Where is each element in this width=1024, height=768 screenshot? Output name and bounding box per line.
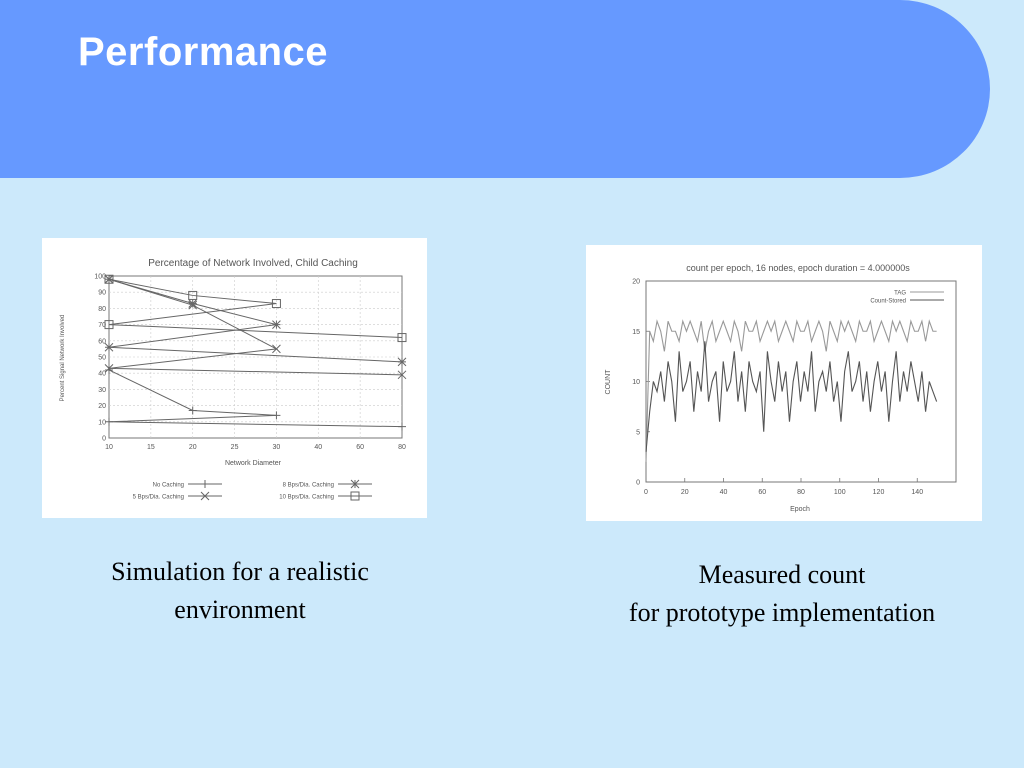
chart2-legend-label: Count-Stored [870,299,906,305]
chart1-x-axis-label: Network Diameter [225,460,282,467]
chart1-data-point [188,299,198,308]
right-caption-line-1: Measured count [698,560,866,589]
chart2-y-tick-label: 10 [632,379,640,386]
chart1-data-point [104,274,114,284]
left-chart-caption: Simulation for a realistic environment [40,553,440,629]
chart1-y-tick-label: 20 [98,403,106,410]
chart1-data-point [188,290,198,300]
chart1-legend-marker [200,491,210,501]
left-caption-line-1: Simulation for a realistic [111,557,369,586]
chart1-x-tick-label: 10 [105,444,113,451]
chart2-x-tick-label: 20 [681,489,689,496]
chart1-series-line [108,278,403,363]
chart1-x-tick-label: 40 [314,444,322,451]
chart2-y-axis-label: COUNT [605,369,612,395]
network-involvement-chart-svg: Percentage of Network Involved, Child Ca… [60,258,407,501]
chart2-x-axis-label: Epoch [790,506,810,513]
chart2-y-tick-label: 0 [636,480,640,487]
chart1-x-tick-label: 60 [356,444,364,451]
chart1-x-tick-label: 20 [189,444,197,451]
chart2-legend-label: TAG [894,291,906,297]
chart1-data-point [105,417,113,426]
chart2-x-tick-label: 40 [720,489,728,496]
chart1-series-line [108,369,403,428]
chart1-legend-label: 5 Bps/Dia. Caching [133,495,184,501]
chart1-legend-label: 8 Bps/Dia. Caching [283,483,334,489]
chart1-x-tick-label: 25 [231,444,239,451]
chart1-x-tick-label: 80 [398,444,406,451]
network-involvement-chart: Percentage of Network Involved, Child Ca… [42,238,427,518]
chart1-y-tick-label: 90 [98,290,106,297]
chart1-data-point [104,363,114,373]
chart1-y-tick-label: 50 [98,355,106,362]
chart1-data-point [272,320,281,329]
chart1-y-tick-label: 10 [98,419,106,426]
chart1-data-point [104,320,114,330]
chart2-x-tick-label: 0 [644,489,648,496]
chart1-y-tick-label: 60 [98,338,106,345]
chart2-x-tick-label: 60 [758,489,766,496]
count-per-epoch-chart-svg: count per epoch, 16 nodes, epoch duratio… [605,263,957,513]
chart1-data-point [272,411,281,420]
chart2-y-tick-label: 20 [632,279,640,286]
chart1-y-tick-label: 100 [94,274,106,281]
left-caption-line-2: environment [174,595,306,624]
chart1-data-point [397,357,407,367]
chart1-data-point [104,274,114,284]
chart1-x-tick-label: 15 [147,444,155,451]
chart1-y-tick-label: 80 [98,306,106,313]
chart2-series-line [645,341,938,452]
chart2-y-tick-label: 5 [636,429,640,436]
chart1-data-point [397,333,407,343]
chart1-title: Percentage of Network Involved, Child Ca… [148,258,358,269]
chart1-legend-label: No Caching [153,483,184,489]
count-per-epoch-chart: count per epoch, 16 nodes, epoch duratio… [586,245,982,521]
chart2-x-tick-label: 80 [797,489,805,496]
chart1-y-tick-label: 30 [98,387,106,394]
chart1-data-point [271,299,281,309]
chart1-y-tick-label: 40 [98,371,106,378]
chart1-x-tick-label: 30 [273,444,281,451]
chart2-x-tick-label: 140 [911,489,923,496]
chart1-y-tick-label: 0 [102,436,106,443]
chart1-data-point [105,365,113,374]
chart1-data-point [398,422,406,431]
chart1-legend-marker [201,480,209,488]
chart1-data-point [397,370,407,380]
chart1-y-tick-label: 70 [98,322,106,329]
chart2-series-line [645,319,937,462]
chart1-legend-marker [350,491,360,501]
chart2-plot-area [645,280,957,483]
chart2-x-tick-label: 120 [873,489,885,496]
chart1-data-point [188,406,197,415]
chart1-legend-label: 10 Bps/Dia. Caching [279,495,334,501]
chart1-legend-marker [350,479,360,489]
title-band [0,0,990,178]
chart2-x-tick-label: 100 [834,489,846,496]
chart2-title: count per epoch, 16 nodes, epoch duratio… [686,263,910,273]
chart1-data-point [272,344,281,354]
chart1-data-point [104,342,114,352]
right-caption-line-2: for prototype implementation [628,598,936,627]
right-chart-caption: Measured count for prototype implementat… [560,556,1004,632]
chart1-series-line [108,278,403,339]
chart2-y-tick-label: 15 [632,329,640,336]
slide-title: Performance [78,30,329,74]
chart1-y-axis-label: Percent Signal Network Involved [60,315,66,402]
